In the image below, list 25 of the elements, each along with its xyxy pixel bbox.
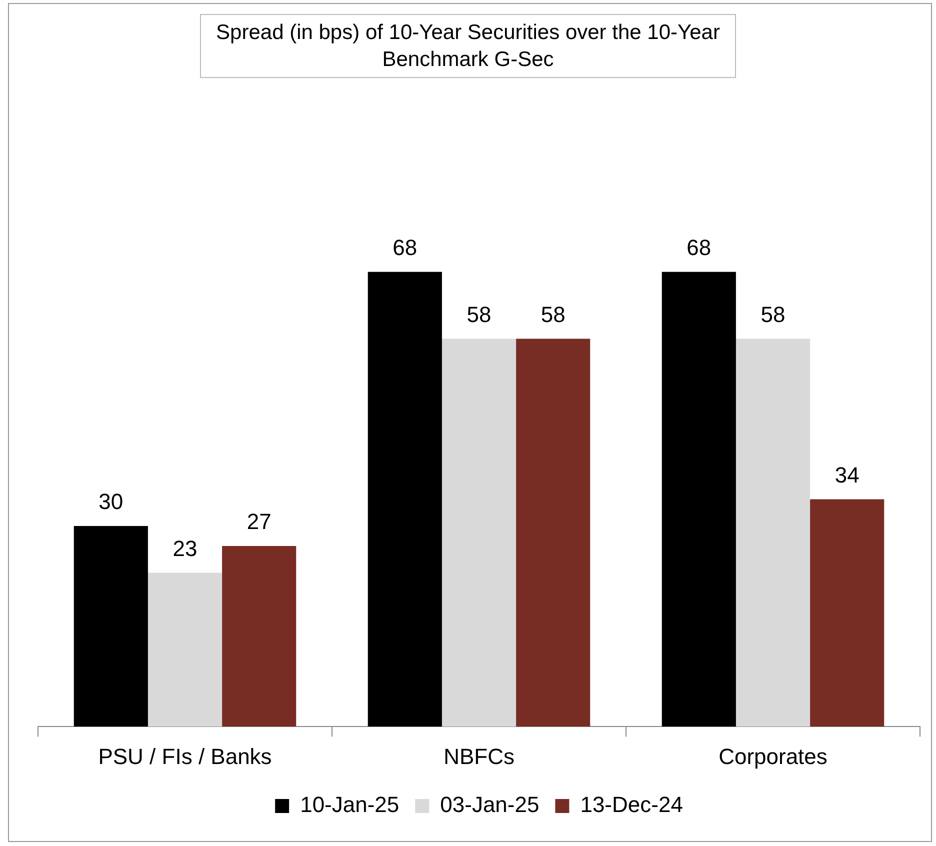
data-label: 27 bbox=[246, 509, 272, 534]
x-tick-label: PSU / FIs / Banks bbox=[98, 744, 272, 769]
data-label: 23 bbox=[172, 536, 198, 561]
legend-label: 03-Jan-25 bbox=[440, 792, 540, 818]
data-label: 68 bbox=[392, 234, 418, 260]
bar bbox=[148, 572, 222, 727]
bar bbox=[74, 526, 148, 727]
x-tick-label: Corporates bbox=[718, 744, 828, 769]
legend-label: 10-Jan-25 bbox=[300, 792, 400, 818]
data-label: 30 bbox=[98, 489, 124, 514]
chart-title: Spread (in bps) of 10-Year Securities over the 10-Year Benchmark G-Sec bbox=[200, 14, 736, 78]
data-label: 58 bbox=[760, 302, 786, 327]
bar bbox=[516, 338, 590, 727]
legend-label: 13-Dec-24 bbox=[580, 792, 683, 818]
bar bbox=[810, 499, 884, 727]
bar bbox=[442, 338, 516, 727]
data-label: 58 bbox=[540, 302, 566, 327]
bar bbox=[222, 546, 296, 727]
data-label: 58 bbox=[466, 302, 492, 327]
bar bbox=[736, 338, 810, 727]
data-label: 68 bbox=[686, 234, 712, 260]
bar bbox=[662, 272, 736, 727]
data-label: 34 bbox=[834, 462, 860, 488]
x-tick-label: NBFCs bbox=[444, 744, 514, 769]
bar bbox=[368, 272, 442, 727]
